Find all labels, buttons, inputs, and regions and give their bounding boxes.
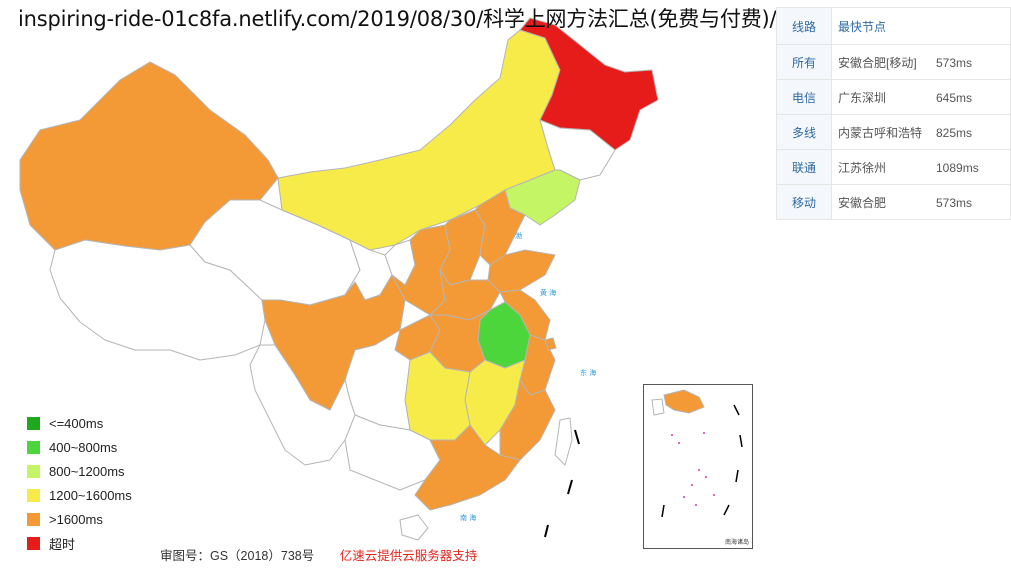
legend-label: 1200~1600ms [49,487,132,503]
legend-item: 800~1200ms [27,459,132,483]
inset-label: 南海诸岛 [724,540,749,546]
region-taiwan [554,417,573,466]
node-latency: 645ms [936,90,973,105]
region-hubei [429,309,491,373]
legend-item: 400~800ms [27,435,132,459]
legend-swatch [27,488,40,502]
table-row: 所有 安徽合肥[移动] 573ms [776,44,1011,80]
map-approval-number: 审图号：GS（2018）738号 [160,549,315,563]
sea-label: 黄 海 [540,288,556,297]
legend-label: <=400ms [49,415,104,431]
node-city: 安徽合肥 [838,195,887,210]
node-latency: 1089ms [936,160,979,175]
column-header-line: 线路 [776,7,832,45]
fastest-node-cell: 广东深圳 645ms [831,79,1011,115]
legend-swatch [27,440,40,454]
page-url-title: inspiring-ride-01c8fa.netlify.com/2019/0… [18,7,777,31]
boundary-dash [544,524,549,538]
boundary-dash [567,479,573,495]
node-city: 广东深圳 [838,90,887,105]
sea-label: 东 海 [580,368,596,377]
legend-swatch [27,536,40,550]
node-city: 江苏徐州 [838,160,887,175]
legend-item: >1600ms [27,507,132,531]
region-guangdong [414,424,521,511]
region-fujian [499,379,556,461]
table-row: 移动 安徽合肥 573ms [776,184,1011,220]
latency-legend: <=400ms 400~800ms 800~1200ms 1200~1600ms >16… [27,411,132,555]
region-jilin [539,119,616,181]
legend-item: 超时 [27,531,132,555]
fastest-node-cell: 安徽合肥 573ms [831,184,1011,220]
table-row: 电信 广东深圳 645ms [776,79,1011,115]
line-type-cell: 电信 [776,79,832,115]
line-type-cell: 所有 [776,44,832,80]
table-row: 联通 江苏徐州 1089ms [776,149,1011,185]
region-heilongjiang [519,17,659,151]
node-latency: 825ms [936,125,973,140]
fastest-node-table: 线路 最快节点 所有 安徽合肥[移动] 573ms 电信 广东深圳 645ms 多线 内蒙古呼… [776,7,1011,220]
legend-label: 超时 [49,536,76,552]
sea-label: 南 海 [460,513,476,522]
boundary-dash [574,429,580,445]
node-city: 内蒙古呼和浩特 [838,125,923,140]
region-shanghai [544,337,557,351]
region-hainan [399,514,429,541]
fastest-node-cell: 江苏徐州 1089ms [831,149,1011,185]
line-type-cell: 移动 [776,184,832,220]
line-type-cell: 多线 [776,114,832,150]
legend-label: >1600ms [49,511,103,527]
legend-item: 1200~1600ms [27,483,132,507]
legend-swatch [27,464,40,478]
sea-label: 渤 [515,231,522,240]
legend-swatch [27,416,40,430]
footer: 审图号：GS（2018）738号 亿速云提供云服务器支持 [160,545,477,564]
legend-label: 800~1200ms [49,463,125,479]
legend-label: 400~800ms [49,439,118,455]
column-header-node: 最快节点 [831,7,1011,45]
table-row: 多线 内蒙古呼和浩特 825ms [776,114,1011,150]
node-city: 安徽合肥[移动] [838,55,917,70]
south-china-sea-inset: 南海诸岛 [643,384,753,549]
fastest-node-cell: 内蒙古呼和浩特 825ms [831,114,1011,150]
fastest-node-cell: 安徽合肥[移动] 573ms [831,44,1011,80]
node-latency: 573ms [936,195,973,210]
node-latency: 573ms [936,55,973,70]
legend-item: <=400ms [27,411,132,435]
line-type-cell: 联通 [776,149,832,185]
sponsor-link[interactable]: 亿速云提供云服务器支持 [339,549,478,563]
legend-swatch [27,512,40,526]
inset-map [651,389,743,518]
